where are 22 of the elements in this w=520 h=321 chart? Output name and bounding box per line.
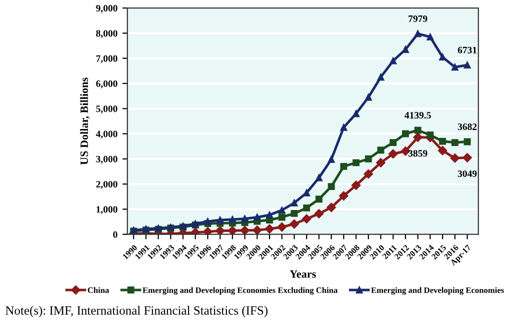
y-tick-label: 6,000 [96, 80, 118, 88]
y-tick-label: 5,000 [96, 106, 118, 114]
annotation: 6731 [458, 46, 476, 54]
annotation: 4139.5 [404, 112, 431, 119]
x-axis-title: Years [290, 270, 316, 278]
text: Note(s): IMF, International Financial Statistics (IFS) [6, 306, 268, 318]
annotation: 3859 [408, 150, 428, 157]
y-axis-title: US Dollar, Billions [80, 78, 90, 165]
y-tick-label: 1,000 [96, 206, 118, 214]
legend-label: Emerging and Developing Economies Excluding China [142, 287, 338, 295]
y-tick-label: 9,000 [96, 4, 118, 13]
annotation: 3682 [458, 123, 477, 130]
y-tick-label: 7,000 [96, 55, 118, 64]
annotation: 7979 [408, 15, 428, 22]
annotation: 3049 [458, 170, 477, 178]
legend-label: Emerging and Developing Economies [371, 287, 504, 295]
y-tick-label: 0 [113, 231, 118, 238]
y-tick-label: 3,000 [96, 156, 118, 164]
y-tick-label: 4,000 [96, 130, 118, 139]
legend-label: China [88, 287, 110, 294]
y-tick-label: 8,000 [96, 30, 118, 38]
y-tick-label: 2,000 [96, 180, 118, 189]
